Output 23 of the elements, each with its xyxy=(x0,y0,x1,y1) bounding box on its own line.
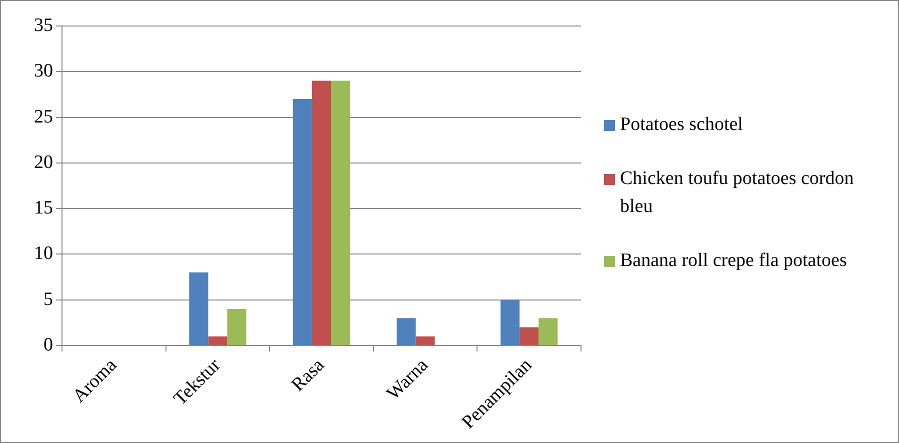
bar xyxy=(538,318,558,345)
y-tick-label: 0 xyxy=(44,334,53,356)
bar xyxy=(500,300,520,345)
legend-label: Banana roll crepe fla potatoes xyxy=(620,249,847,273)
legend-label: Chicken toufu potatoes cordon bleu xyxy=(620,167,855,219)
legend-label: Potatoes schotel xyxy=(620,113,743,137)
y-tick-label: 10 xyxy=(34,243,53,264)
x-tick-label: Rasa xyxy=(288,354,329,396)
bar xyxy=(208,336,228,345)
y-tick-label: 35 xyxy=(34,14,53,36)
y-tick-label: 30 xyxy=(34,60,53,82)
bar xyxy=(520,327,539,345)
y-tick-label: 20 xyxy=(34,152,53,173)
bar xyxy=(396,318,416,345)
bar xyxy=(292,99,312,345)
y-tick-label: 15 xyxy=(34,198,53,219)
bar xyxy=(416,336,435,345)
bar xyxy=(227,308,246,345)
bar xyxy=(331,80,350,345)
y-tick-label: 25 xyxy=(34,106,53,128)
bar xyxy=(312,80,332,345)
bar xyxy=(189,272,208,345)
y-tick-label: 5 xyxy=(44,288,53,310)
